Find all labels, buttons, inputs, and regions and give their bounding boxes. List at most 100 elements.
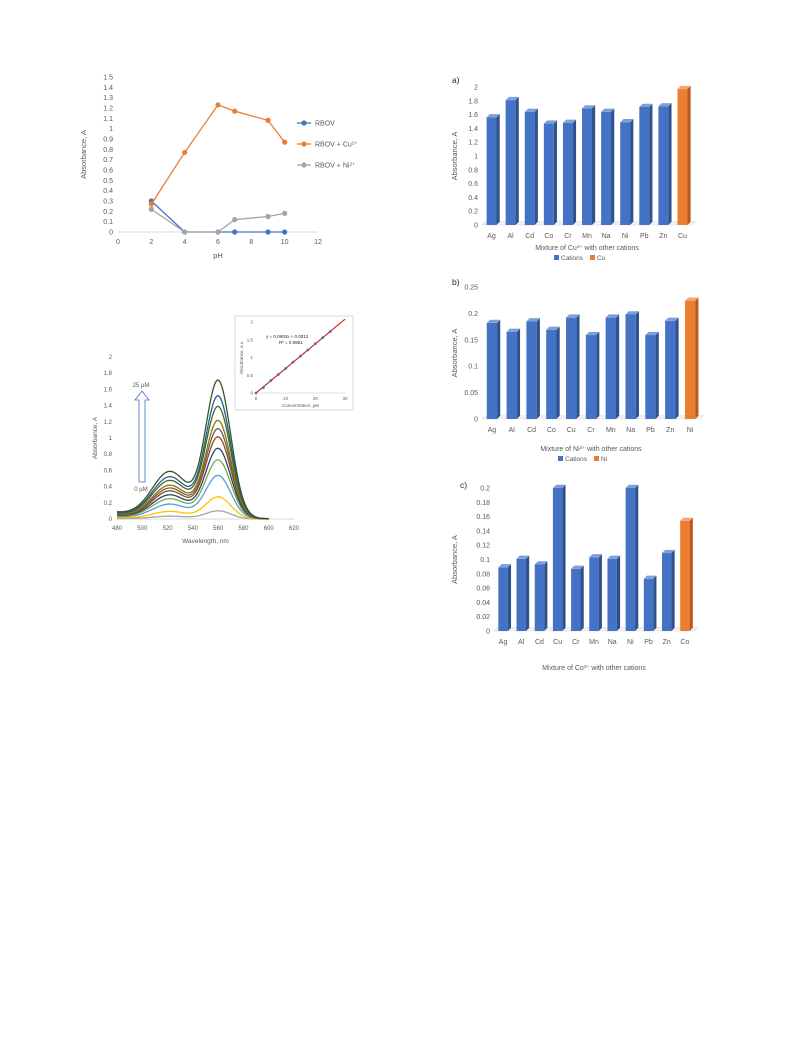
c-bar bbox=[625, 484, 639, 631]
spectra-curve bbox=[116, 496, 269, 520]
a-bar bbox=[562, 119, 577, 225]
b-bar-front bbox=[605, 317, 616, 419]
b-bar-side bbox=[576, 314, 580, 419]
ph-y-tick-label: 0.5 bbox=[103, 178, 113, 185]
a-bar-top bbox=[639, 103, 653, 108]
spectra-curve bbox=[116, 427, 269, 520]
spectra-x-tick-label: 540 bbox=[188, 526, 199, 532]
b-legend-swatch bbox=[558, 456, 563, 461]
c-bar-side bbox=[507, 564, 512, 631]
a-bar-front bbox=[524, 111, 535, 225]
ph-y-tick-label: 1.2 bbox=[103, 106, 113, 113]
spectra-y-tick-label: 0.4 bbox=[104, 485, 113, 491]
ph-data-point bbox=[182, 149, 188, 156]
b-bar-front bbox=[566, 317, 577, 419]
c-bar-front bbox=[680, 520, 690, 631]
b-bar-top bbox=[645, 331, 659, 336]
b-bar-side bbox=[536, 318, 540, 419]
c-x-tick-label: Cr bbox=[572, 639, 580, 646]
ph-x-tick-label: 4 bbox=[183, 239, 187, 246]
b-bar-front bbox=[665, 320, 676, 419]
c-bar bbox=[571, 565, 584, 631]
inset-y-tick-label: 2 bbox=[250, 320, 253, 325]
spectra-y-tick-label: 0.8 bbox=[104, 452, 113, 458]
a-x-tick-label: Al bbox=[508, 233, 515, 240]
spectra-y-tick-label: 1 bbox=[109, 436, 113, 442]
ph-y-tick-label: 1.3 bbox=[103, 95, 113, 102]
a-x-tick-label: Cd bbox=[525, 233, 534, 240]
c-bar-front bbox=[516, 558, 526, 631]
b-x-tick-label: Na bbox=[626, 427, 635, 434]
inset-frame bbox=[234, 315, 354, 411]
c-bar-side bbox=[598, 554, 602, 631]
spectra-x-tick-label: 480 bbox=[112, 526, 123, 532]
a-bar-top bbox=[582, 105, 596, 109]
a-bar-side bbox=[687, 85, 691, 226]
a-x-tick-label: Ag bbox=[487, 233, 496, 240]
a-bar bbox=[601, 108, 615, 225]
a-bar-side bbox=[630, 118, 634, 225]
ph-y-tick-label: 1 bbox=[109, 126, 113, 133]
b-x-tick-label: Cu bbox=[567, 427, 576, 434]
inset-data-point bbox=[313, 342, 317, 346]
b-bar-top bbox=[566, 314, 580, 318]
spectra-curve bbox=[116, 474, 269, 520]
b-bar-side bbox=[497, 319, 501, 419]
c-bar-side bbox=[671, 549, 675, 631]
ph-y-tick-label: 0.1 bbox=[103, 219, 113, 226]
b-bar-front bbox=[546, 329, 557, 419]
inset-data-point bbox=[306, 348, 310, 352]
ph-x-tick-label: 8 bbox=[249, 239, 253, 246]
a-bar bbox=[658, 103, 672, 225]
b-bar-side bbox=[596, 331, 600, 419]
ph-y-axis-label: Absorbance, A bbox=[79, 130, 88, 179]
a-bar-top bbox=[486, 114, 500, 118]
inset-y-tick-label: 1.5 bbox=[247, 337, 254, 342]
a-bar-top bbox=[562, 119, 577, 123]
b-bar-side bbox=[556, 326, 560, 419]
b-y-tick-label: 0.1 bbox=[468, 364, 478, 371]
a-bar-front bbox=[543, 123, 554, 225]
b-x-tick-label: Al bbox=[509, 427, 516, 434]
spectra-curve bbox=[116, 510, 269, 520]
c-bar-top bbox=[643, 575, 657, 579]
c-bar-top bbox=[498, 564, 512, 568]
b-bar-front bbox=[684, 300, 696, 419]
ph-legend-label: RBOV + Ni2+ bbox=[315, 161, 355, 170]
c-bar bbox=[552, 484, 566, 631]
a-bar bbox=[505, 96, 519, 225]
c-x-tick-label: Co bbox=[680, 639, 689, 646]
c-bar-front bbox=[607, 558, 617, 631]
ph-y-tick-label: 0.6 bbox=[103, 168, 113, 175]
a-bar-top bbox=[543, 120, 557, 124]
c-x-tick-label: Cd bbox=[535, 639, 544, 646]
a-x-tick-label: Cu bbox=[678, 233, 687, 240]
ph-y-tick-label: 1.5 bbox=[103, 75, 113, 82]
b-x-tick-label: Cr bbox=[587, 427, 595, 434]
c-y-tick-label: 0.18 bbox=[476, 500, 490, 507]
a-legend-swatch bbox=[554, 255, 559, 260]
b-bar-top bbox=[665, 317, 679, 321]
c-bar-front bbox=[589, 557, 599, 631]
b-x-tick-label: Zn bbox=[666, 427, 674, 434]
c-x-tick-label: Cu bbox=[553, 639, 562, 646]
ph-data-point bbox=[148, 198, 154, 204]
ph-legend-marker bbox=[301, 120, 307, 126]
a-bar-top bbox=[620, 118, 634, 123]
c-bar-top bbox=[589, 554, 602, 558]
ph-y-tick-label: 1.4 bbox=[103, 85, 113, 92]
b-bar bbox=[546, 326, 560, 419]
b-bar bbox=[486, 319, 501, 419]
a-y-tick-label: 1.8 bbox=[468, 98, 478, 105]
inset-data-point bbox=[299, 354, 302, 358]
ph-data-point bbox=[282, 229, 288, 235]
c-bar bbox=[607, 555, 621, 631]
ph-data-point bbox=[148, 206, 154, 212]
a-y-tick-label: 1.2 bbox=[468, 140, 478, 147]
spectra-y-tick-label: 1.6 bbox=[104, 387, 113, 393]
ph-legend-marker bbox=[301, 162, 307, 168]
ph-legend-marker bbox=[301, 141, 307, 147]
b-y-tick-label: 0.25 bbox=[464, 285, 478, 292]
b-y-tick-label: 0.05 bbox=[464, 390, 478, 397]
